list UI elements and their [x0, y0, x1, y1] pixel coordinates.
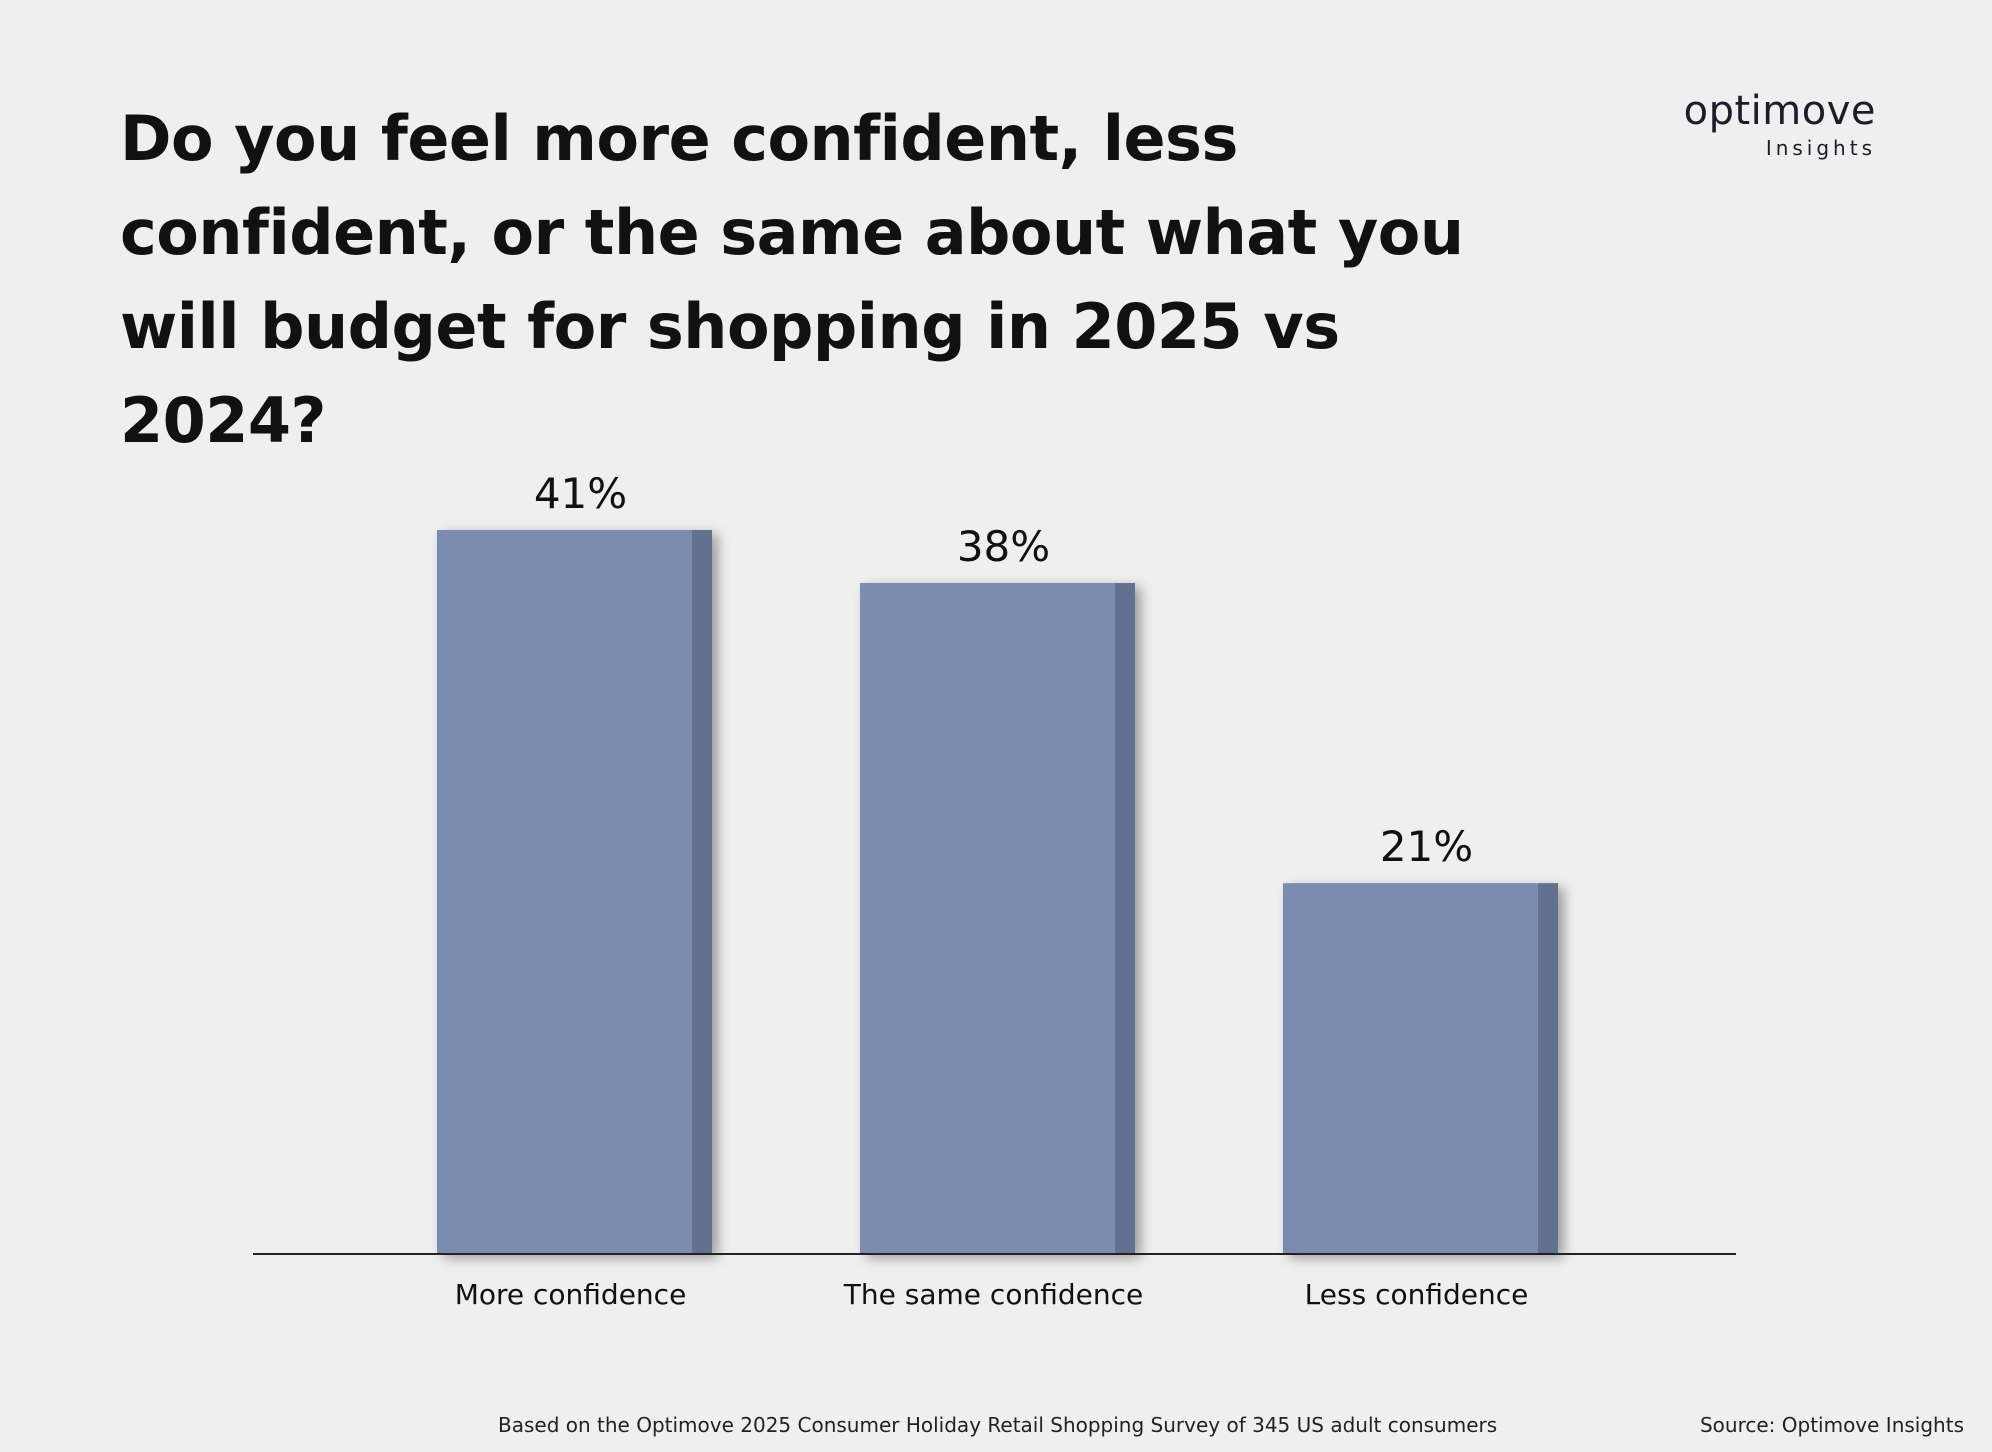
bar-side-2 — [1538, 883, 1558, 1254]
chart-title: Do you feel more confident, less confide… — [120, 102, 1464, 457]
value-label-2: 21% — [1380, 822, 1473, 871]
value-label-1: 38% — [957, 522, 1050, 571]
category-label-1: The same confidence — [843, 1278, 1143, 1311]
bar-0 — [437, 530, 712, 1254]
bar-side-0 — [692, 530, 712, 1254]
category-label-2: Less confidence — [1305, 1278, 1529, 1311]
bar-side-1 — [1115, 582, 1135, 1254]
logo-subtitle: Insights — [1765, 136, 1876, 160]
bar-face-0 — [437, 530, 692, 1254]
survey-footnote: Based on the Optimove 2025 Consumer Holi… — [498, 1413, 1498, 1437]
bars-group — [437, 530, 1558, 1254]
optimove-logo: optimove Insights — [1684, 88, 1876, 160]
value-label-0: 41% — [534, 469, 627, 518]
bar-1 — [860, 582, 1135, 1254]
labels-group: 41% More confidence 38% The same confidence… — [455, 469, 1529, 1311]
source-credit: Source: Optimove Insights — [1699, 1413, 1964, 1437]
bar-face-2 — [1283, 883, 1538, 1254]
logo-wordmark: optimove — [1683, 88, 1876, 134]
bar-2 — [1283, 883, 1558, 1254]
bar-face-1 — [860, 582, 1115, 1254]
category-label-0: More confidence — [455, 1278, 687, 1311]
bar-chart: 41% More confidence 38% The same confidence… — [253, 469, 1736, 1311]
